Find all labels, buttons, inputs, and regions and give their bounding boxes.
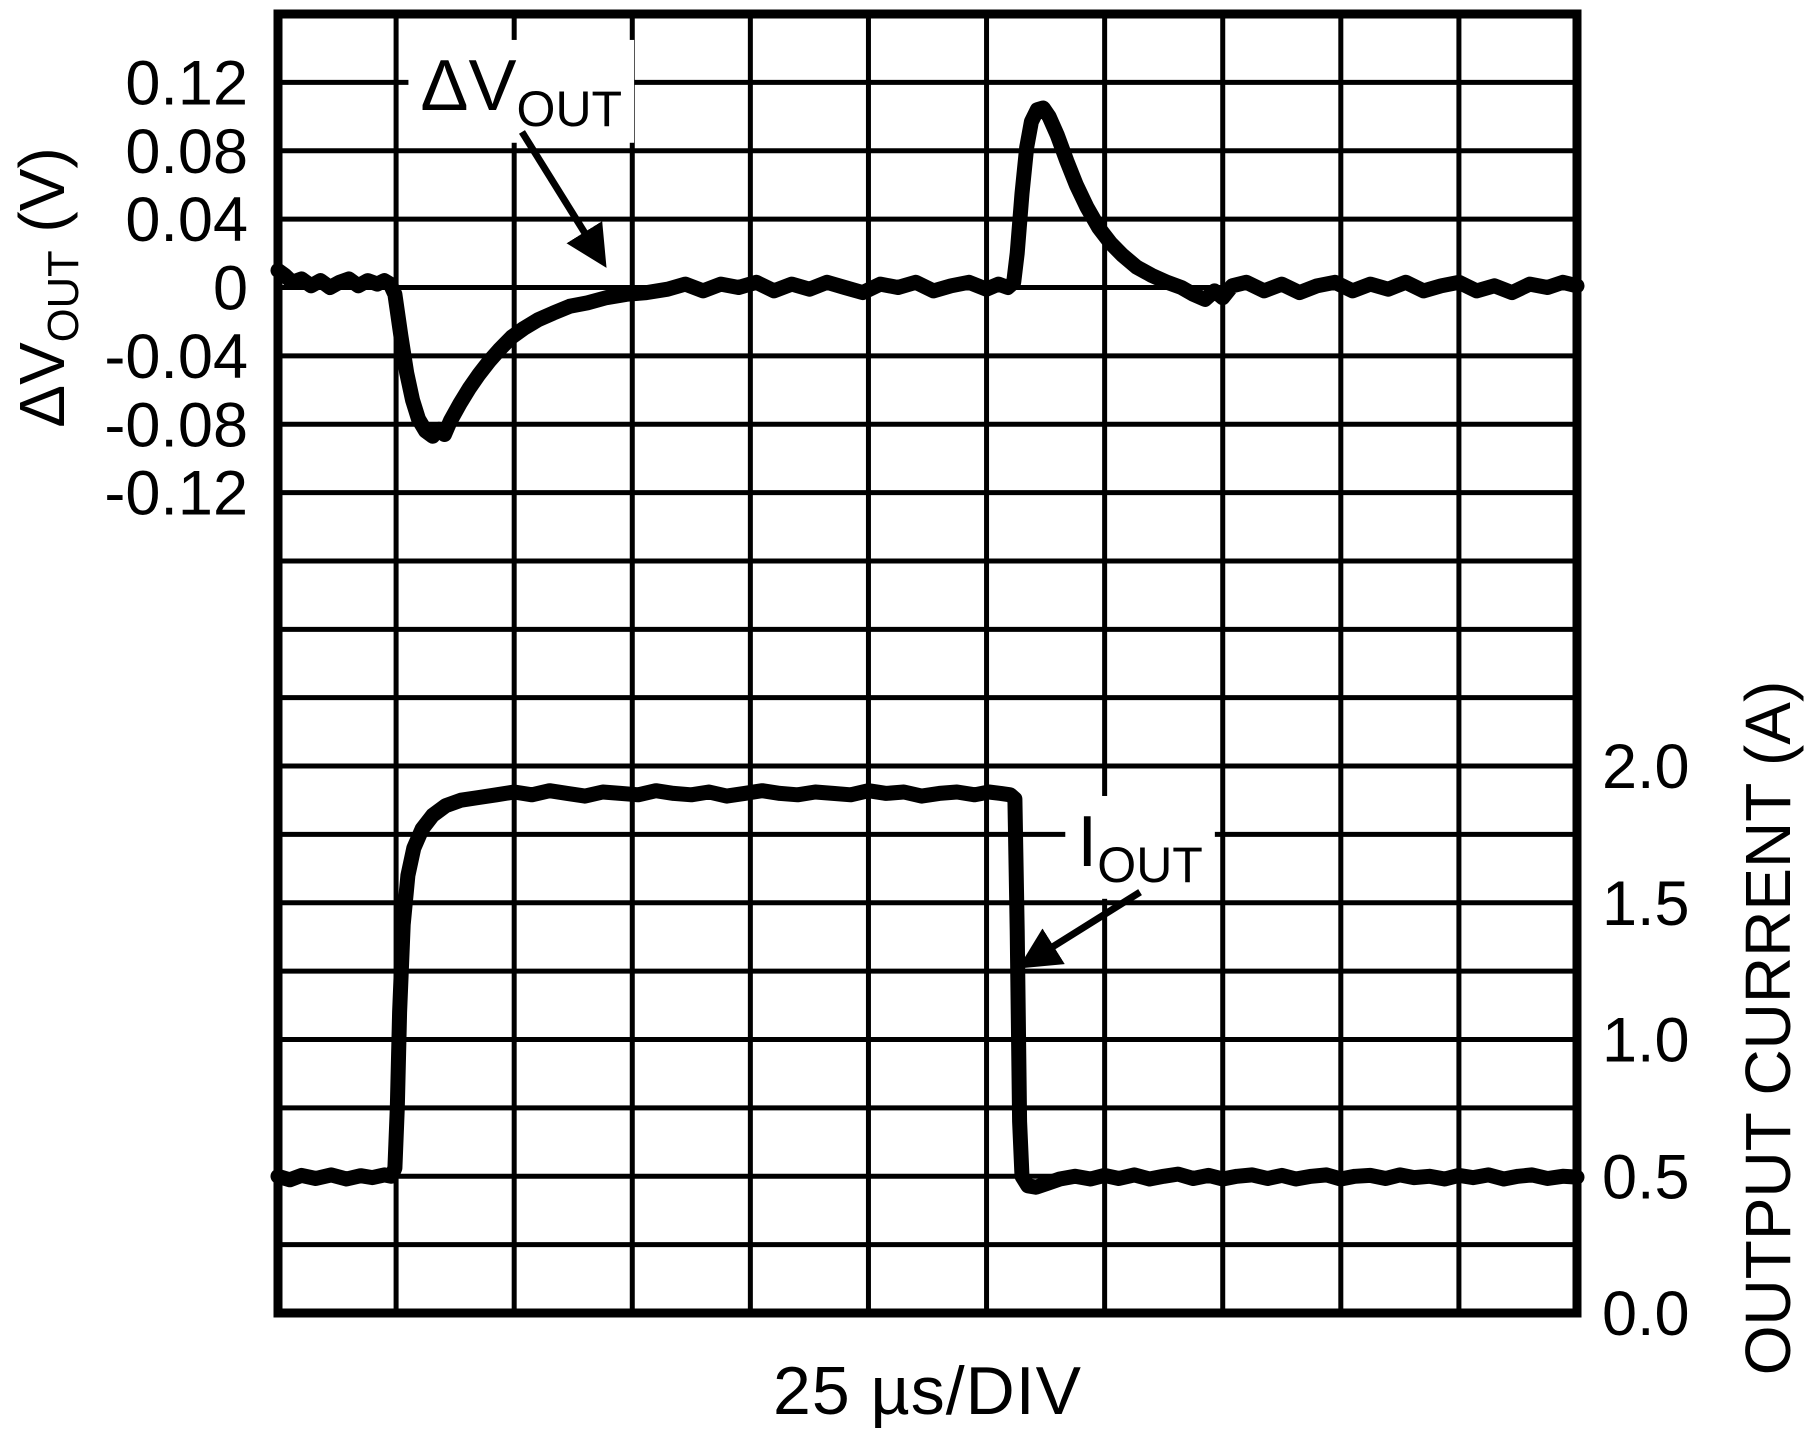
- left-axis-tick-label: -0.12: [104, 459, 248, 529]
- annotations: ΔVOUT IOUT: [408, 39, 1215, 899]
- plot-border: [273, 9, 1582, 1318]
- left-axis-ticks: 0.120.080.040-0.04-0.08-0.12: [104, 48, 248, 528]
- right-axis-tick-label: 1.0: [1602, 1006, 1690, 1076]
- left-axis-tick-label: 0.08: [125, 117, 248, 187]
- iout-annotation-arrow: [1018, 889, 1142, 969]
- right-axis-tick-label: 1.5: [1602, 869, 1690, 939]
- left-axis-tick-label: 0.04: [125, 185, 248, 255]
- right-axis-tick-label: 2.0: [1602, 732, 1690, 802]
- delta-vout-trace: [270, 100, 1585, 444]
- iout-annotation: IOUT: [1065, 795, 1215, 899]
- delta-vout-annotation-text: ΔVOUT: [420, 46, 622, 137]
- left-axis-tick-label: -0.04: [104, 322, 248, 392]
- left-axis-title: ΔVOUT (V): [6, 147, 88, 427]
- left-axis-tick-label: 0.12: [125, 48, 248, 118]
- delta-vout-annotation-background: [408, 39, 635, 143]
- delta-vout-annotation-arrow: [519, 130, 607, 268]
- right-axis-tick-label: 0.0: [1602, 1279, 1690, 1349]
- plot-grid: [278, 14, 1577, 1313]
- iout-trace: [270, 783, 1585, 1195]
- right-axis-title: OUTPUT CURRENT (A): [1732, 681, 1804, 1376]
- right-axis-ticks: 2.0 1.5 1.0 0.5 0.0: [1602, 732, 1690, 1349]
- left-axis-tick-label: 0: [213, 254, 248, 324]
- x-axis-label: 25 µs/DIV: [773, 1353, 1082, 1429]
- right-axis-tick-label: 0.5: [1602, 1142, 1690, 1212]
- iout-annotation-text: IOUT: [1077, 802, 1203, 893]
- left-axis-tick-label: -0.08: [104, 390, 248, 460]
- iout-annotation-background: [1065, 795, 1215, 899]
- delta-vout-annotation: ΔVOUT: [408, 39, 635, 143]
